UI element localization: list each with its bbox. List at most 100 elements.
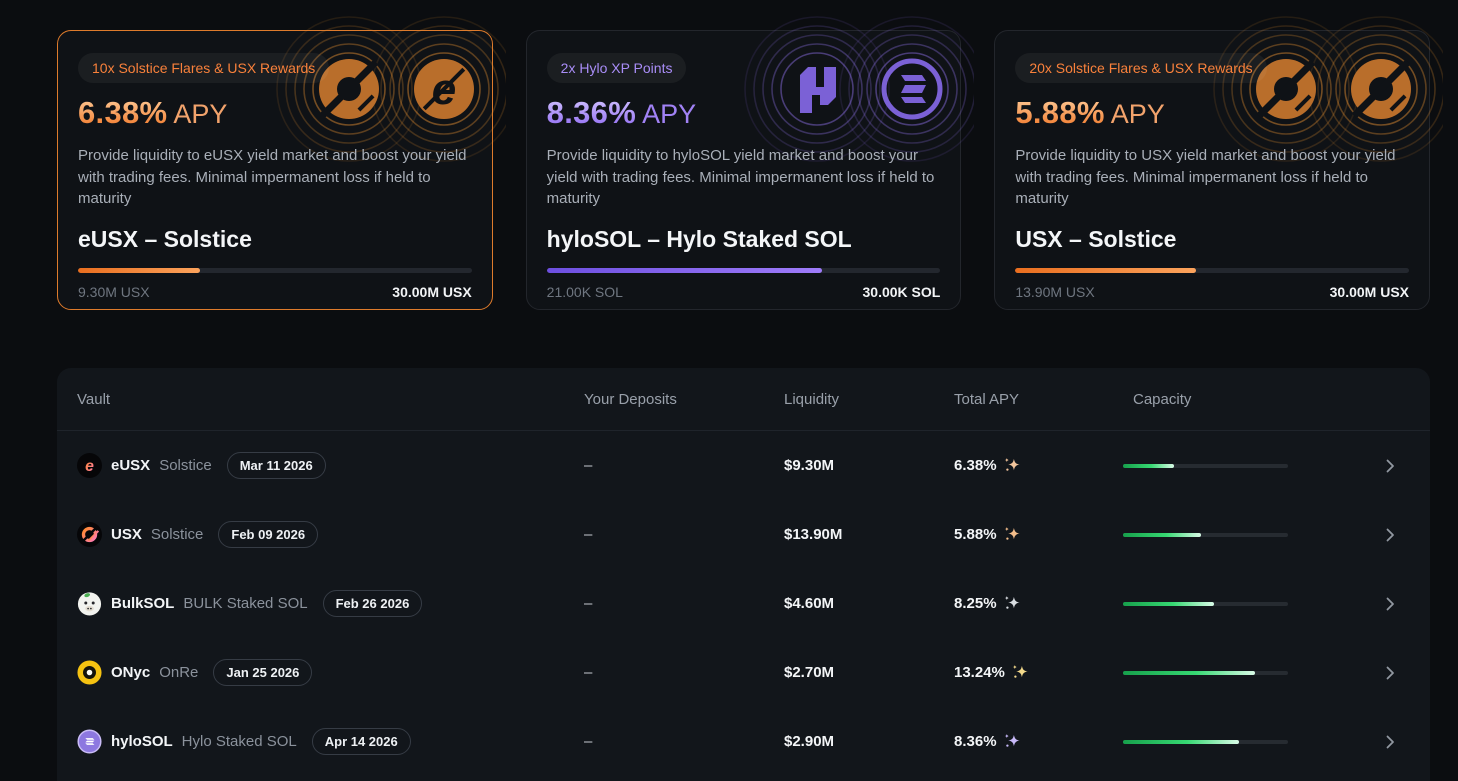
deposits-value: –	[584, 457, 593, 474]
onyc-coin-icon	[77, 660, 102, 685]
sparkles-icon	[1004, 457, 1021, 474]
apy-label: APY	[642, 99, 697, 129]
chevron-right-icon[interactable]	[1382, 527, 1398, 543]
card-title: eUSX – Solstice	[78, 225, 252, 252]
sparkles-icon	[1012, 664, 1029, 681]
chevron-right-icon[interactable]	[1382, 734, 1398, 750]
promo-cards: e 10x Solstice Flares & USX Rewards 6.38…	[0, 0, 1458, 310]
capacity-bar-track	[1123, 739, 1288, 744]
chevron-right-icon[interactable]	[1382, 596, 1398, 612]
card-description: Provide liquidity to eUSX yield market a…	[78, 147, 467, 207]
usx-coin-icon	[77, 522, 102, 547]
deposits-value: –	[584, 526, 593, 543]
capacity-current: 9.30M USX	[78, 283, 150, 300]
deposits-value: –	[584, 664, 593, 681]
liquidity-value: $2.70M	[784, 664, 835, 681]
apy-value: 6.38%	[78, 95, 168, 130]
capacity-progress-track	[1015, 267, 1410, 273]
capacity-bar-track	[1123, 601, 1288, 606]
deposits-value: –	[584, 733, 593, 750]
capacity-bar-fill	[1123, 463, 1175, 468]
deposits-value: –	[584, 595, 593, 612]
sparkles-icon	[1004, 526, 1021, 543]
chevron-right-icon[interactable]	[1382, 458, 1398, 474]
apy-value: 5.88%	[1015, 95, 1105, 130]
capacity-bar-track	[1123, 532, 1288, 537]
sparkles-icon	[1004, 733, 1021, 750]
apy-headline: 5.88% APY	[1015, 95, 1409, 131]
bulksol-coin-icon	[77, 592, 102, 616]
maturity-badge: Feb 26 2026	[322, 590, 423, 617]
card-description: Provide liquidity to USX yield market an…	[1015, 147, 1396, 207]
promo-card-usx[interactable]: 20x Solstice Flares & USX Rewards 5.88% A…	[994, 16, 1444, 310]
rewards-badge: 20x Solstice Flares & USX Rewards	[1015, 53, 1267, 83]
capacity-bar-track	[1123, 463, 1288, 468]
col-header-capacity: Capacity	[1133, 390, 1192, 408]
table-row-onyc[interactable]: ONyc OnRe Jan 25 2026 – $2.70M 13.24%	[57, 638, 1430, 707]
apy-value: 8.36%	[546, 95, 637, 130]
apy-value: 8.36%	[954, 733, 997, 750]
vault-symbol: USX	[111, 526, 142, 543]
vault-protocol: OnRe	[159, 664, 199, 681]
capacity-bar-fill	[1123, 532, 1201, 537]
capacity-max: 30.00K SOL	[862, 283, 941, 300]
table-row-hylosol[interactable]: hyloSOL Hylo Staked SOL Apr 14 2026 – $2…	[57, 707, 1430, 776]
capacity-current: 13.90M USX	[1015, 283, 1095, 300]
apy-value: 8.25%	[954, 595, 997, 612]
col-header-apy: Total APY	[954, 390, 1020, 408]
capacity-bar-fill	[1123, 670, 1255, 675]
vault-symbol: ONyc	[111, 664, 151, 681]
capacity-progress-track	[78, 267, 472, 273]
vault-protocol: Solstice	[159, 457, 212, 474]
table-row-eusx[interactable]: e eUSX Solstice Mar 11 2026 – $9.30M 6.3…	[57, 431, 1430, 500]
vault-protocol: Hylo Staked SOL	[181, 733, 297, 750]
eusx-coin-icon: e	[77, 453, 102, 478]
card-title: USX – Solstice	[1015, 225, 1177, 252]
liquidity-value: $13.90M	[784, 526, 843, 543]
capacity-bar-track	[1123, 670, 1288, 675]
vault-symbol: BulkSOL	[111, 595, 175, 612]
capacity-progress-fill	[1015, 267, 1197, 273]
maturity-badge: Mar 11 2026	[226, 452, 326, 479]
chevron-right-icon[interactable]	[1382, 665, 1398, 681]
promo-card-hylosol[interactable]: 2x Hylo XP Points 8.36% APY Provide liqui…	[525, 16, 975, 310]
card-description: Provide liquidity to hyloSOL yield marke…	[546, 147, 935, 207]
maturity-badge: Feb 09 2026	[218, 521, 319, 548]
vault-protocol: Solstice	[150, 526, 204, 543]
maturity-badge: Apr 14 2026	[311, 728, 411, 755]
vault-protocol: BULK Staked SOL	[183, 595, 308, 612]
apy-headline: 8.36% APY	[547, 95, 941, 131]
vault-symbol: hyloSOL	[111, 733, 173, 750]
rewards-badge: 2x Hylo XP Points	[546, 53, 687, 83]
capacity-progress-track	[546, 267, 941, 273]
rewards-badge: 10x Solstice Flares & USX Rewards	[78, 53, 330, 83]
table-row-usx[interactable]: USX Solstice Feb 09 2026 – $13.90M 5.88%	[57, 500, 1430, 569]
col-header-deposits: Your Deposits	[584, 390, 677, 408]
vault-symbol: eUSX	[111, 457, 151, 474]
apy-value: 6.38%	[954, 457, 997, 474]
col-header-vault: Vault	[77, 390, 111, 408]
capacity-progress-fill	[546, 267, 823, 273]
maturity-badge: Jan 25 2026	[213, 659, 313, 686]
vault-table: Vault Your Deposits Liquidity Total APY …	[57, 368, 1430, 781]
table-row-bulksol[interactable]: BulkSOL BULK Staked SOL Feb 26 2026 – $4…	[57, 569, 1430, 638]
hylosol-coin-icon	[77, 729, 102, 754]
liquidity-value: $4.60M	[784, 595, 835, 612]
sparkles-icon	[1004, 595, 1021, 612]
apy-value: 13.24%	[954, 664, 1005, 681]
apy-value: 5.88%	[954, 526, 997, 543]
col-header-liquidity: Liquidity	[784, 390, 840, 408]
promo-card-eusx[interactable]: e 10x Solstice Flares & USX Rewards 6.38…	[57, 16, 506, 310]
capacity-bar-fill	[1123, 601, 1214, 606]
capacity-max: 30.00M USX	[392, 283, 472, 300]
card-title: hyloSOL – Hylo Staked SOL	[546, 225, 852, 252]
capacity-current: 21.00K SOL	[546, 283, 623, 300]
capacity-bar-fill	[1123, 739, 1239, 744]
apy-label: APY	[1110, 99, 1165, 129]
apy-label: APY	[173, 99, 228, 129]
liquidity-value: $9.30M	[784, 457, 835, 474]
capacity-max: 30.00M USX	[1329, 283, 1410, 300]
svg-text:e: e	[85, 458, 94, 475]
capacity-progress-fill	[78, 267, 201, 273]
apy-headline: 6.38% APY	[78, 95, 472, 131]
